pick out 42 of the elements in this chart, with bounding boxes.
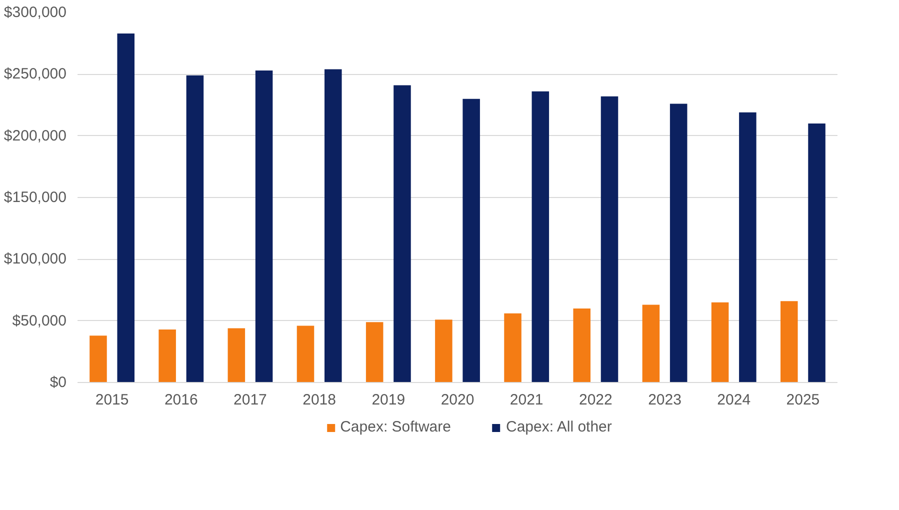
- x-tick-label: 2017: [234, 392, 267, 408]
- x-tick-label: 2023: [648, 392, 682, 408]
- bar: [462, 98, 480, 382]
- x-tick-label: 2018: [302, 392, 336, 408]
- y-tick-label: $50,000: [12, 312, 67, 330]
- bar: [642, 304, 660, 382]
- bar: [600, 96, 618, 382]
- bar: [117, 33, 134, 382]
- bar: [739, 112, 756, 382]
- x-tick-label: 2015: [95, 392, 129, 408]
- bar: [711, 302, 729, 382]
- y-tick-label: $0: [50, 374, 67, 391]
- bar: [296, 326, 314, 382]
- y-tick-label: $150,000: [4, 189, 67, 206]
- y-tick-label: $100,000: [4, 250, 67, 268]
- bar: [186, 75, 204, 382]
- x-tick-label: 2021: [510, 392, 544, 408]
- bar: [394, 85, 411, 382]
- bar: [780, 301, 798, 382]
- legend-label: Capex: All other: [506, 418, 612, 436]
- bar: [90, 336, 107, 382]
- bar: [808, 124, 826, 382]
- bar: [255, 70, 273, 382]
- x-tick-label: 2024: [717, 392, 751, 408]
- bar: [324, 69, 342, 382]
- bar: [670, 104, 688, 382]
- bar: [228, 328, 246, 382]
- y-tick-label: $250,000: [4, 66, 67, 83]
- bar: [435, 320, 452, 382]
- bar: [504, 313, 522, 382]
- x-tick-label: 2019: [372, 392, 406, 408]
- x-tick-label: 2022: [578, 392, 612, 408]
- bar: [366, 322, 384, 382]
- bar: [158, 329, 176, 382]
- legend-label: Capex: Software: [340, 418, 451, 436]
- y-tick-label: $200,000: [4, 127, 67, 144]
- x-tick-label: 2025: [786, 392, 820, 408]
- bar: [573, 308, 590, 382]
- x-tick-label: 2016: [164, 392, 198, 408]
- bar: [532, 91, 550, 382]
- y-tick-label: $300,000: [4, 4, 67, 21]
- x-tick-label: 2020: [440, 392, 474, 408]
